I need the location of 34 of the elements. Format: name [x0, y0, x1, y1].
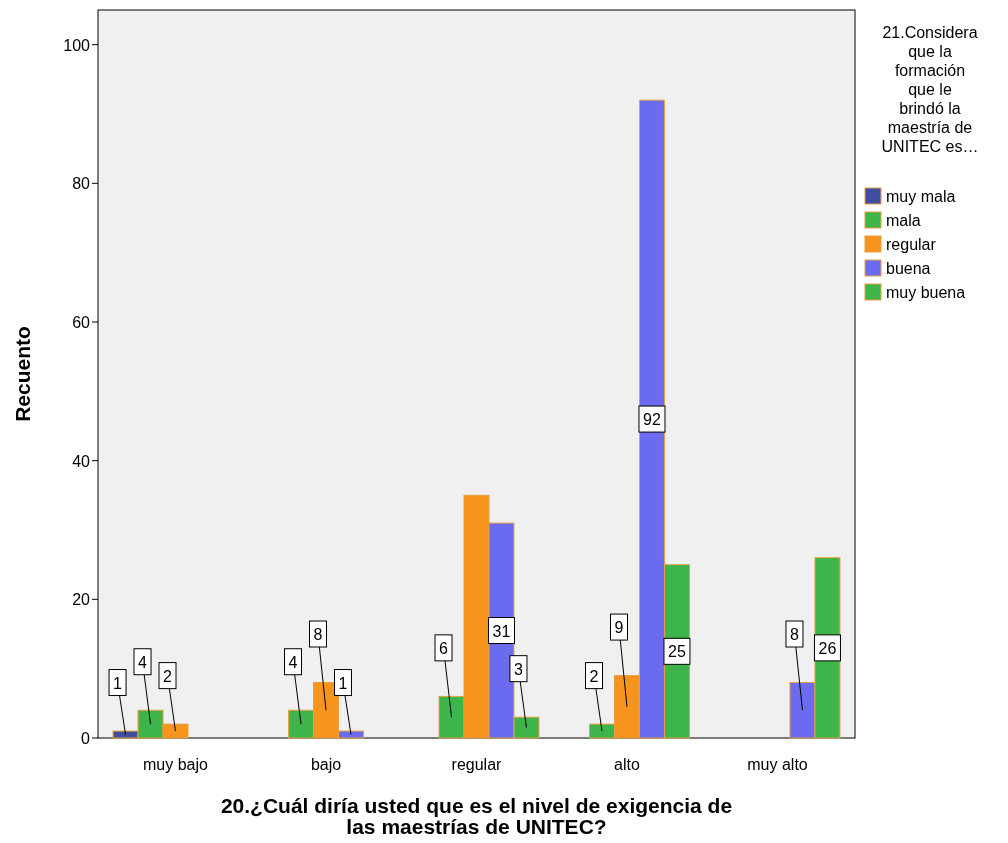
data-label: 9 — [614, 619, 624, 637]
data-label: 2 — [163, 667, 173, 685]
y-tick-label: 40 — [72, 452, 91, 470]
data-label: 2 — [589, 667, 599, 685]
x-tick-label: muy bajo — [143, 756, 209, 773]
legend-label: muy buena — [886, 284, 966, 301]
legend-label: regular — [886, 236, 937, 253]
data-label: 6 — [439, 639, 449, 657]
data-label: 92 — [643, 411, 661, 429]
y-axis-title: Recuento — [11, 326, 34, 422]
data-label: 1 — [113, 674, 123, 692]
x-tick-label: alto — [614, 756, 640, 773]
legend-title: 21.Considera que la formación que le brindó la maestría de UNITEC es… — [881, 24, 979, 155]
y-tick-label: 0 — [81, 730, 91, 747]
y-tick-label: 100 — [63, 36, 91, 54]
x-tick-label: muy alto — [747, 756, 808, 773]
x-tick-label: regular — [451, 756, 503, 773]
y-tick-label: 80 — [72, 175, 91, 193]
data-label: 1 — [338, 674, 348, 692]
data-label: 31 — [492, 622, 511, 640]
data-label: 4 — [138, 653, 148, 671]
y-tick-label: 60 — [72, 314, 91, 331]
x-axis-title: 20.¿Cuál diría usted que es el nivel de exigencia de las maestrías de UNITEC? — [220, 794, 733, 838]
legend-label: mala — [886, 212, 921, 229]
legend-label: buena — [886, 260, 931, 277]
data-label: 26 — [818, 639, 837, 657]
legend-label: muy mala — [886, 188, 956, 205]
x-tick-label: bajo — [310, 756, 342, 773]
data-label: 3 — [514, 660, 524, 678]
data-label: 25 — [668, 643, 686, 661]
y-tick-label: 20 — [72, 591, 91, 609]
data-label: 4 — [288, 653, 298, 671]
data-label: 8 — [313, 626, 323, 643]
data-label: 8 — [790, 626, 800, 643]
